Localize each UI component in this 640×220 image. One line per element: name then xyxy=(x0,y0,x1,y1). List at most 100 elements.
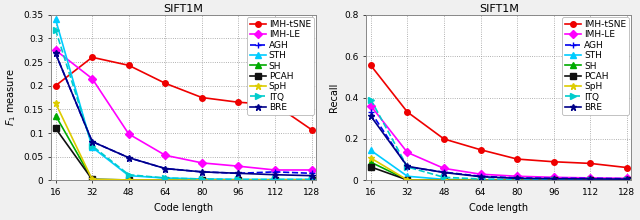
IMH-tSNE xyxy=(271,103,279,106)
PCAH xyxy=(623,179,630,182)
ITQ xyxy=(367,98,374,101)
ITQ xyxy=(52,29,60,31)
Line: STH: STH xyxy=(368,148,630,183)
ITQ xyxy=(586,178,594,181)
IMH-tSNE xyxy=(440,138,448,140)
BRE xyxy=(198,170,205,173)
SpH xyxy=(52,102,60,104)
STH xyxy=(623,179,630,181)
Line: IMH-tSNE: IMH-tSNE xyxy=(368,63,630,170)
PCAH xyxy=(161,179,169,181)
AGH xyxy=(161,167,169,170)
IMH-tSNE xyxy=(586,162,594,165)
AGH xyxy=(52,52,60,55)
IMH-LE xyxy=(308,169,316,171)
IMH-tSNE xyxy=(161,82,169,85)
SpH xyxy=(367,157,374,159)
STH xyxy=(125,174,132,177)
PCAH xyxy=(198,179,205,181)
ITQ xyxy=(550,178,557,181)
STH xyxy=(440,178,448,181)
Line: IMH-LE: IMH-LE xyxy=(368,103,630,181)
ITQ xyxy=(308,178,316,181)
PCAH xyxy=(235,179,243,181)
IMH-LE xyxy=(88,77,96,80)
Line: ITQ: ITQ xyxy=(368,97,630,183)
PCAH xyxy=(367,166,374,168)
SH xyxy=(271,179,279,181)
Line: PCAH: PCAH xyxy=(53,126,314,183)
Line: SpH: SpH xyxy=(52,100,315,183)
STH xyxy=(235,178,243,181)
SpH xyxy=(440,179,448,182)
SH xyxy=(586,179,594,182)
SpH xyxy=(623,179,630,182)
AGH xyxy=(550,177,557,180)
AGH xyxy=(88,140,96,143)
PCAH xyxy=(586,179,594,182)
Line: SpH: SpH xyxy=(367,155,630,184)
Line: PCAH: PCAH xyxy=(368,164,630,183)
IMH-LE xyxy=(477,173,484,176)
IMH-LE xyxy=(623,177,630,180)
BRE xyxy=(308,174,316,177)
AGH xyxy=(125,156,132,159)
PCAH xyxy=(404,179,412,181)
AGH xyxy=(513,177,521,179)
IMH-LE xyxy=(125,133,132,135)
IMH-LE xyxy=(550,176,557,179)
IMH-tSNE xyxy=(404,111,412,113)
SpH xyxy=(586,179,594,182)
Line: IMH-tSNE: IMH-tSNE xyxy=(53,55,314,132)
STH xyxy=(477,178,484,181)
PCAH xyxy=(125,179,132,181)
Legend: IMH-tSNE, IMH-LE, AGH, STH, SH, PCAH, SpH, ITQ, BRE: IMH-tSNE, IMH-LE, AGH, STH, SH, PCAH, Sp… xyxy=(247,17,314,115)
AGH xyxy=(404,166,412,168)
SpH xyxy=(125,179,132,181)
BRE xyxy=(235,172,243,175)
PCAH xyxy=(440,179,448,182)
STH xyxy=(367,149,374,152)
Line: SH: SH xyxy=(368,160,630,183)
BRE xyxy=(271,173,279,176)
IMH-LE xyxy=(513,175,521,178)
IMH-tSNE xyxy=(623,166,630,169)
ITQ xyxy=(271,178,279,181)
AGH xyxy=(308,172,316,175)
Line: AGH: AGH xyxy=(52,50,315,177)
BRE xyxy=(404,165,412,168)
STH xyxy=(308,178,316,181)
SH xyxy=(88,178,96,181)
SpH xyxy=(477,179,484,182)
IMH-LE xyxy=(404,151,412,154)
SH xyxy=(308,179,316,181)
SH xyxy=(513,179,521,182)
SpH xyxy=(161,179,169,181)
ITQ xyxy=(235,178,243,181)
SH xyxy=(52,114,60,117)
X-axis label: Code length: Code length xyxy=(154,203,213,213)
STH xyxy=(88,146,96,149)
IMH-tSNE xyxy=(88,56,96,59)
Title: SIFT1M: SIFT1M xyxy=(479,4,519,14)
ITQ xyxy=(440,176,448,179)
PCAH xyxy=(513,179,521,182)
ITQ xyxy=(88,145,96,147)
IMH-LE xyxy=(52,49,60,51)
SH xyxy=(440,179,448,182)
ITQ xyxy=(404,166,412,168)
IMH-tSNE xyxy=(198,96,205,99)
IMH-tSNE xyxy=(513,158,521,160)
STH xyxy=(513,179,521,181)
ITQ xyxy=(623,178,630,181)
IMH-tSNE xyxy=(550,160,557,163)
IMH-tSNE xyxy=(125,64,132,67)
SH xyxy=(235,179,243,181)
SH xyxy=(477,179,484,182)
STH xyxy=(271,178,279,181)
IMH-LE xyxy=(161,154,169,157)
IMH-tSNE xyxy=(477,148,484,151)
IMH-LE xyxy=(440,167,448,170)
STH xyxy=(52,18,60,21)
BRE xyxy=(477,175,484,178)
